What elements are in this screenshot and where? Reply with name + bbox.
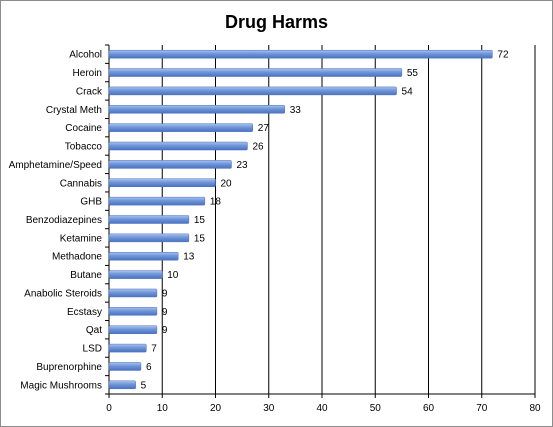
data-label: 72 xyxy=(497,50,509,61)
category-label: Buprenorphine xyxy=(36,362,102,373)
category-label: Butane xyxy=(70,270,102,281)
bar xyxy=(108,141,248,151)
data-label: 5 xyxy=(141,380,147,391)
data-label: 55 xyxy=(407,68,419,79)
category-label: Crack xyxy=(76,86,103,97)
category-label: Cocaine xyxy=(65,123,102,134)
data-label: 13 xyxy=(183,252,195,263)
data-label: 10 xyxy=(167,270,179,281)
bar xyxy=(108,325,158,334)
category-label: Amphetamine/Speed xyxy=(9,160,102,171)
category-label: Ecstasy xyxy=(67,307,102,318)
category-label: Anabolic Steroids xyxy=(24,288,102,299)
bar xyxy=(108,196,206,206)
bar xyxy=(108,362,142,371)
x-tick-label: 60 xyxy=(423,403,435,414)
data-label: 20 xyxy=(221,178,233,189)
bar xyxy=(108,343,147,353)
data-label: 33 xyxy=(290,105,302,116)
category-label: LSD xyxy=(83,344,102,355)
bar xyxy=(108,160,232,169)
category-label: Magic Mushrooms xyxy=(20,380,102,391)
data-label: 23 xyxy=(236,160,248,171)
bar xyxy=(108,123,254,132)
category-label: Cannabis xyxy=(60,178,102,189)
bar xyxy=(108,215,190,224)
bar xyxy=(108,105,285,114)
category-label: Ketamine xyxy=(60,233,103,244)
data-label: 9 xyxy=(162,307,168,318)
x-tick-label: 80 xyxy=(529,403,541,414)
bar xyxy=(108,251,179,261)
data-label: 9 xyxy=(162,288,168,299)
data-label: 15 xyxy=(194,233,206,244)
category-label: Alcohol xyxy=(69,50,102,61)
chart-title: Drug Harms xyxy=(224,12,329,32)
bar xyxy=(108,68,403,77)
category-label: GHB xyxy=(80,197,102,208)
x-tick-label: 10 xyxy=(157,403,169,414)
category-label: Heroin xyxy=(73,68,102,79)
x-tick-label: 0 xyxy=(106,403,112,414)
x-tick-label: 50 xyxy=(370,403,382,414)
bar xyxy=(108,178,216,188)
bar xyxy=(108,288,158,298)
data-label: 9 xyxy=(162,325,168,336)
bar xyxy=(108,49,493,59)
bar xyxy=(108,86,397,96)
category-label: Tobacco xyxy=(65,142,103,153)
data-label: 54 xyxy=(402,86,414,97)
bar xyxy=(108,380,136,390)
data-label: 26 xyxy=(252,142,264,153)
x-tick-label: 30 xyxy=(263,403,275,414)
category-label: Crystal Meth xyxy=(46,105,102,116)
category-label: Qat xyxy=(86,325,102,336)
data-label: 18 xyxy=(210,197,222,208)
x-tick-label: 70 xyxy=(476,403,488,414)
x-tick-label: 40 xyxy=(316,403,328,414)
x-tick-label: 20 xyxy=(210,403,222,414)
data-label: 15 xyxy=(194,215,206,226)
bar xyxy=(108,307,158,316)
data-label: 7 xyxy=(151,344,157,355)
data-label: 6 xyxy=(146,362,152,373)
category-label: Methadone xyxy=(52,252,102,263)
bar xyxy=(108,233,190,243)
data-label: 27 xyxy=(258,123,270,134)
category-label: Benzodiazepines xyxy=(26,215,102,226)
bar xyxy=(108,270,163,279)
